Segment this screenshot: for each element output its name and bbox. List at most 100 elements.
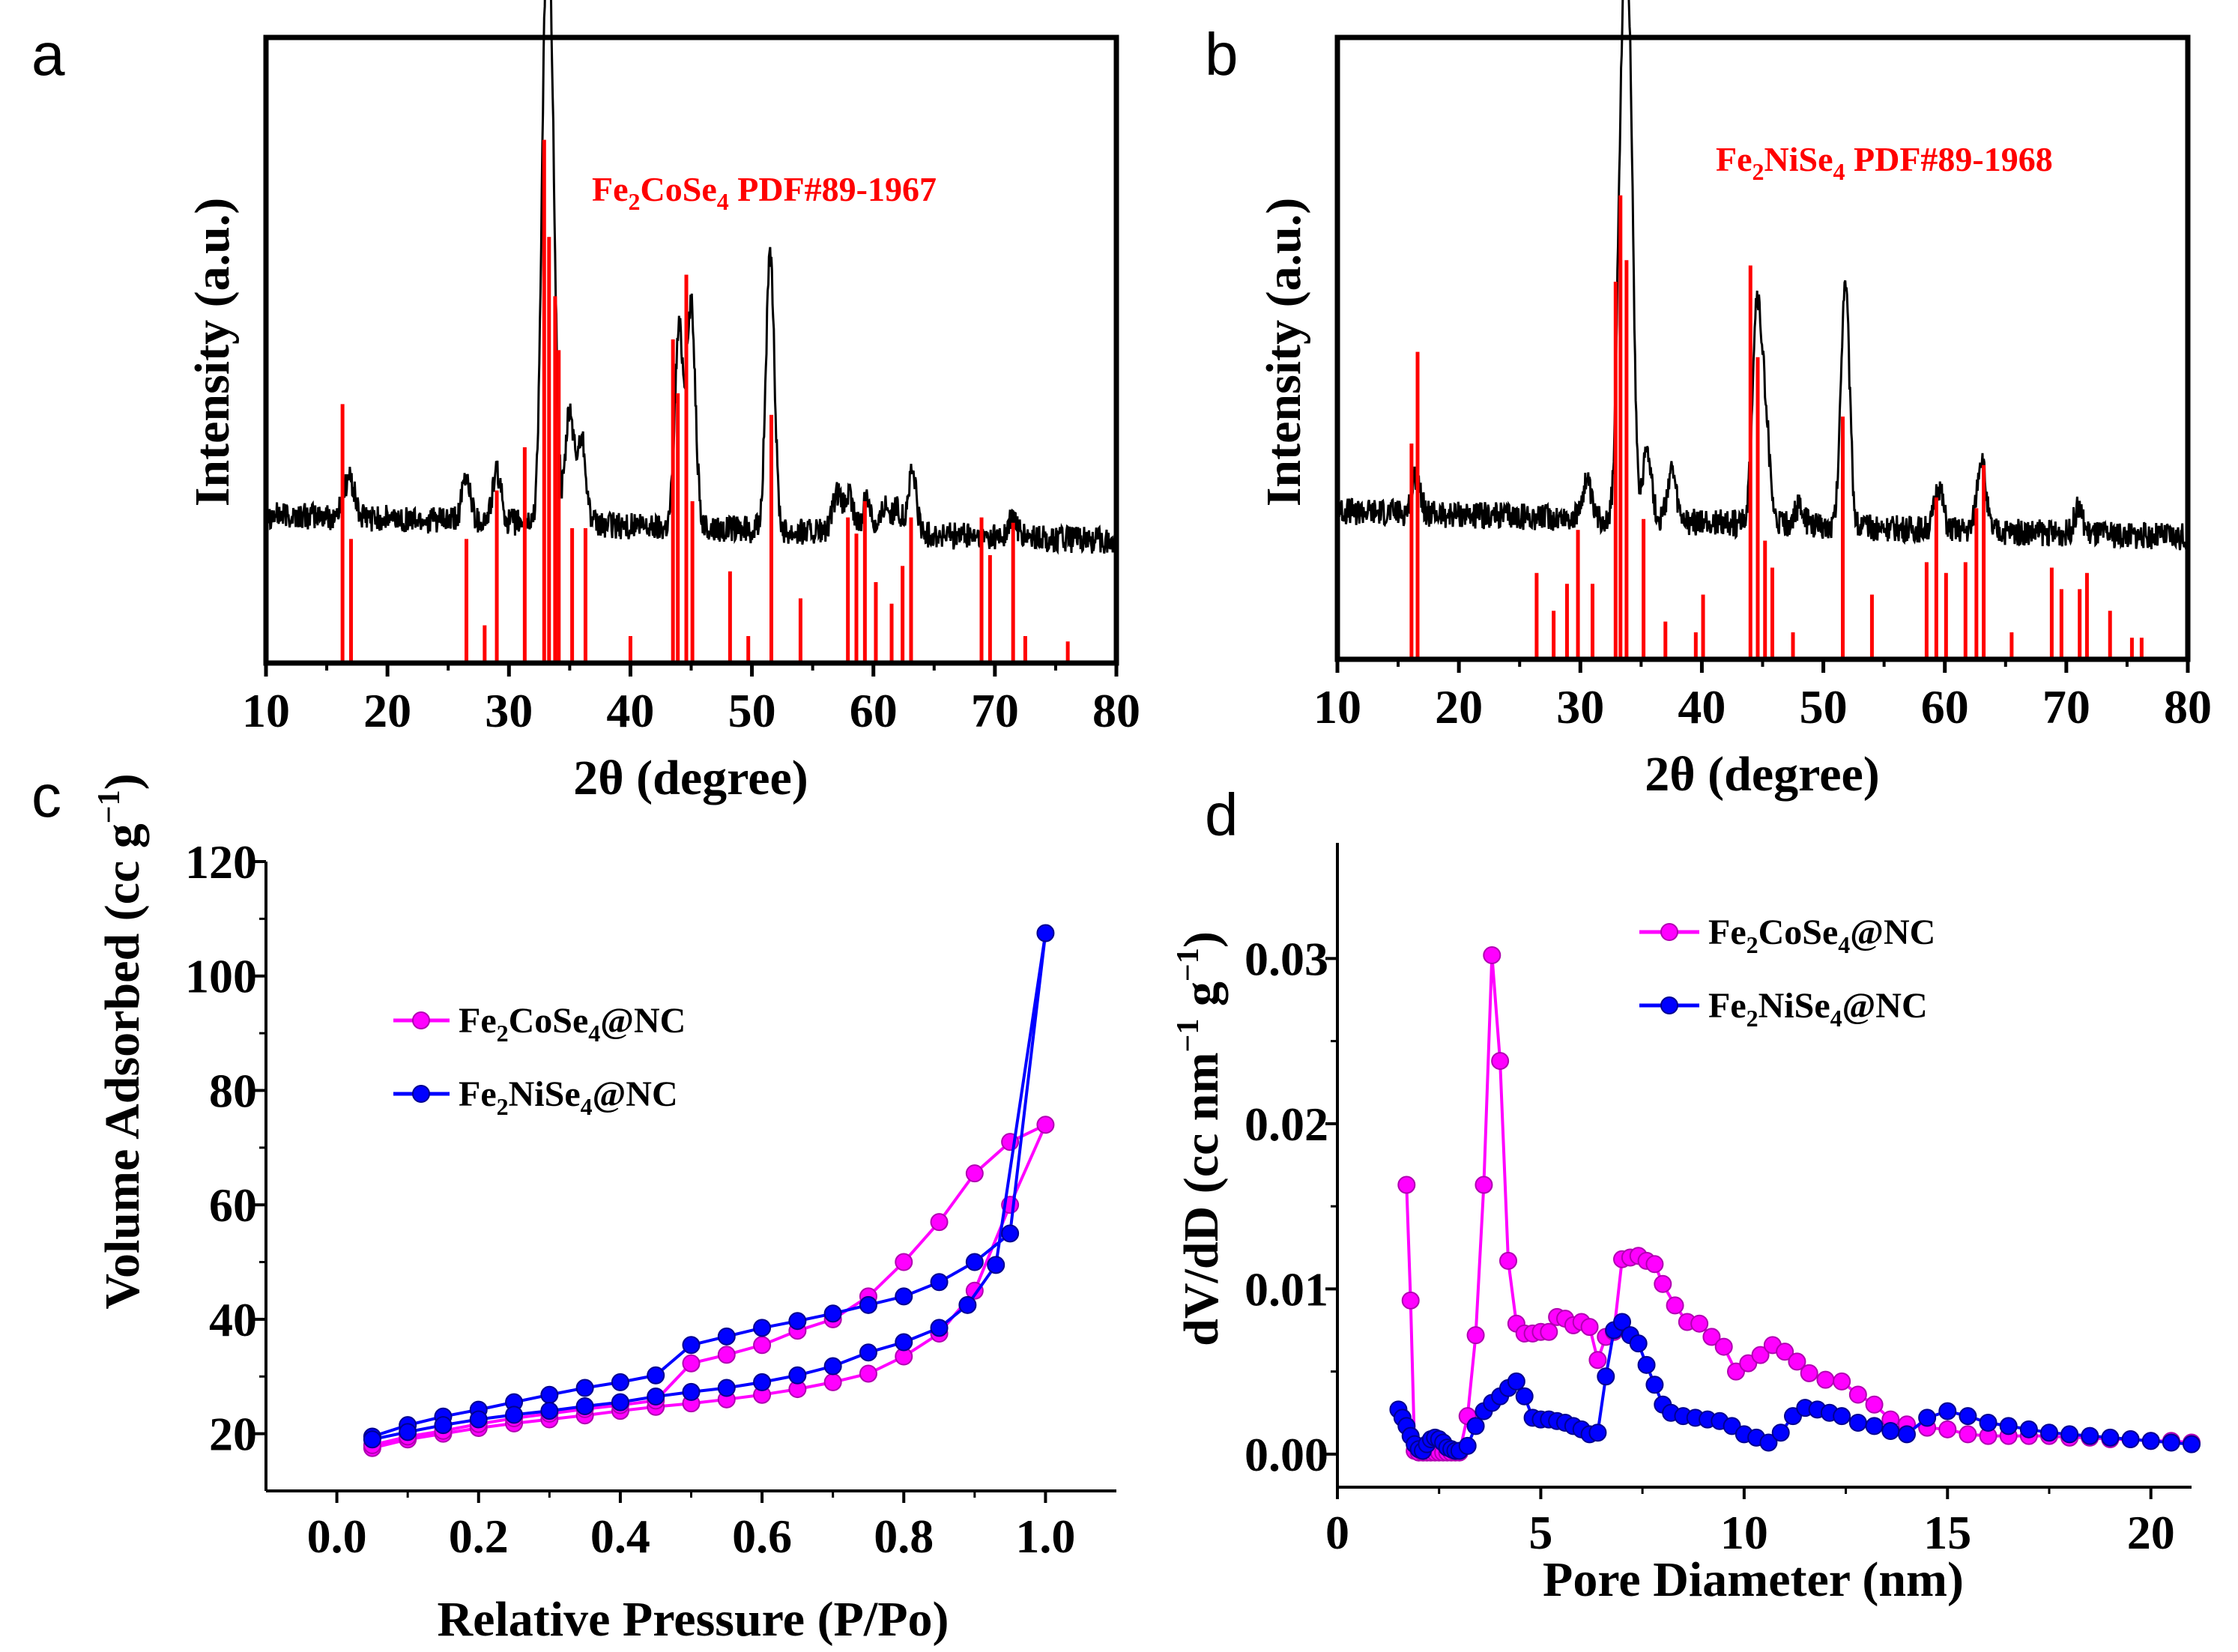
legend-marker-ni-c <box>412 1085 430 1103</box>
data-point <box>682 1354 701 1373</box>
data-point <box>1466 1417 1485 1435</box>
x-tick-label-5: 5 <box>1528 1506 1552 1559</box>
data-point <box>1788 1352 1806 1371</box>
legend-marker-ni-d <box>1660 996 1678 1014</box>
data-point <box>1784 1407 1802 1426</box>
xrd-pattern-line <box>264 0 1118 555</box>
data-point <box>1918 1409 1937 1427</box>
data-point <box>1816 1370 1835 1389</box>
data-point <box>2040 1423 2058 1442</box>
data-point <box>1690 1314 1709 1333</box>
x-tick-label-30: 30 <box>1556 680 1604 733</box>
data-point <box>2101 1428 2120 1447</box>
xrd-pattern-b <box>1336 0 2189 659</box>
data-point <box>823 1373 842 1391</box>
x-tick-label-0: 0 <box>1325 1506 1349 1559</box>
panel-label-b: b <box>1205 21 1239 88</box>
data-point <box>1999 1417 2018 1435</box>
data-point <box>2081 1426 2099 1445</box>
data-point <box>987 1256 1005 1274</box>
legend-d: Fe2CoSe4@NC Fe2NiSe4@NC <box>1639 913 1935 1032</box>
y-tick-label-80: 80 <box>209 1064 257 1117</box>
x-tick-label-20: 20 <box>2127 1506 2175 1559</box>
data-point <box>1637 1355 1656 1374</box>
data-point <box>1848 1385 1867 1404</box>
data-point <box>717 1327 736 1346</box>
data-point <box>2162 1433 2180 1452</box>
x-tick-label-1.0: 1.0 <box>1015 1510 1075 1563</box>
x-axis-label-c: Relative Pressure (P/Po) <box>437 1592 949 1647</box>
data-point <box>1938 1402 1957 1420</box>
data-point <box>2183 1435 2201 1453</box>
data-point <box>682 1336 701 1355</box>
data-point <box>1588 1351 1607 1370</box>
data-point <box>930 1273 949 1292</box>
x-tick-label-0.8: 0.8 <box>874 1510 934 1563</box>
legend-label-ni-d: Fe2NiSe4@NC <box>1708 986 1928 1032</box>
data-point <box>1458 1436 1477 1455</box>
data-point <box>1580 1318 1599 1337</box>
x-axis-b: 10 20 30 40 50 60 70 80 <box>1313 659 2212 733</box>
y-axis-label-a: Intensity (a.u.) <box>185 198 240 507</box>
data-point <box>1540 1322 1558 1341</box>
x-tick-label-80: 80 <box>2164 680 2212 733</box>
data-point <box>1613 1313 1631 1331</box>
data-point <box>930 1213 949 1232</box>
x-tick-label-60: 60 <box>850 684 898 737</box>
isotherm-series <box>363 924 1055 1457</box>
data-point <box>2121 1430 2140 1449</box>
x-tick-label-10: 10 <box>1720 1506 1768 1559</box>
legend-label-co-d: Fe2CoSe4@NC <box>1708 913 1935 958</box>
data-point <box>1499 1251 1517 1270</box>
data-point <box>1466 1326 1485 1345</box>
data-point <box>1515 1387 1534 1406</box>
data-point <box>1881 1422 1900 1441</box>
legend-marker-co-c <box>412 1011 430 1029</box>
data-point <box>895 1287 913 1306</box>
data-point <box>1848 1414 1867 1432</box>
legend-label-co-c: Fe2CoSe4@NC <box>459 1001 686 1047</box>
data-point <box>1507 1372 1525 1391</box>
legend-marker-co-d <box>1660 923 1678 941</box>
data-point <box>1036 1116 1055 1134</box>
data-point <box>1800 1364 1818 1382</box>
x-tick-label-20: 20 <box>1435 680 1483 733</box>
data-point <box>930 1319 949 1337</box>
chart-panel-c: 0.0 0.2 0.4 0.6 0.8 1.0 20 40 60 80 100 120 Relativ… <box>92 773 1116 1647</box>
data-point <box>647 1366 665 1385</box>
x-tick-label-80: 80 <box>1092 684 1140 737</box>
x-axis-label-a: 2θ (degree) <box>573 751 808 805</box>
data-point <box>540 1402 559 1420</box>
series-1 <box>363 924 1055 1449</box>
panel-label-d: d <box>1205 781 1239 848</box>
legend-c: Fe2CoSe4@NC Fe2NiSe4@NC <box>393 1001 686 1120</box>
x-tick-label-0.4: 0.4 <box>590 1510 650 1563</box>
data-point <box>965 1253 984 1271</box>
x-tick-label-15: 15 <box>1923 1506 1971 1559</box>
data-point <box>1751 1346 1770 1364</box>
data-point <box>788 1312 807 1331</box>
data-point <box>1727 1362 1745 1381</box>
data-point <box>1776 1343 1794 1361</box>
x-tick-label-40: 40 <box>606 684 654 737</box>
data-point <box>1714 1337 1733 1356</box>
x-tick-label-30: 30 <box>485 684 533 737</box>
x-axis-label-b: 2θ (degree) <box>1645 747 1880 802</box>
data-point <box>682 1382 701 1401</box>
x-tick-label-70: 70 <box>971 684 1019 737</box>
data-point <box>717 1346 736 1364</box>
xrd-pattern-line <box>1336 0 2189 551</box>
x-tick-label-10: 10 <box>242 684 290 737</box>
data-point <box>753 1336 772 1355</box>
data-point <box>434 1416 453 1435</box>
axes-c: 0.0 0.2 0.4 0.6 0.8 1.0 20 40 60 80 100 120 <box>185 835 1116 1563</box>
axes-d: 0 5 10 15 20 0.00 0.01 0.02 0.03 <box>1244 843 2192 1559</box>
data-point <box>1959 1425 1977 1444</box>
data-point <box>1645 1376 1664 1394</box>
data-point <box>1865 1417 1884 1435</box>
data-point <box>2141 1432 2160 1450</box>
data-point <box>1588 1423 1607 1442</box>
data-point <box>1645 1255 1664 1274</box>
pore-distribution-series <box>1389 945 2201 1462</box>
data-point <box>965 1164 984 1183</box>
